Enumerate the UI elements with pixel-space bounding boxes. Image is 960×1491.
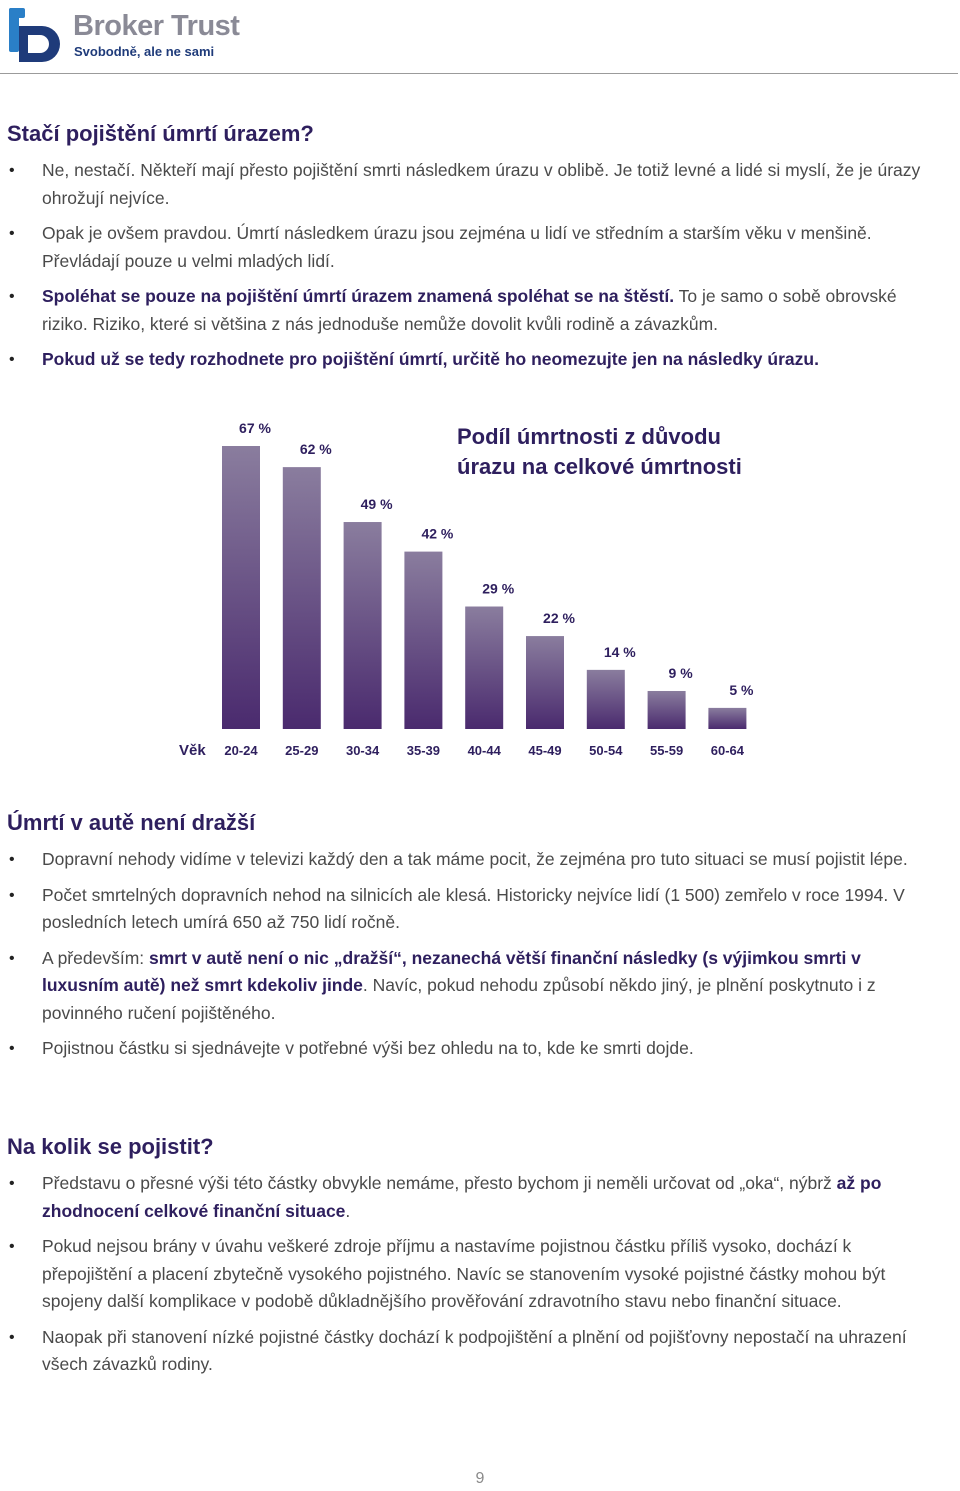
x-tick-label: 30-34 bbox=[346, 743, 380, 758]
list-item: Spoléhat se pouze na pojištění úmrtí úra… bbox=[7, 283, 937, 338]
list-item: Počet smrtelných dopravních nehod na sil… bbox=[7, 882, 937, 937]
page-number: 9 bbox=[475, 1470, 485, 1487]
bar-40-44 bbox=[465, 606, 504, 729]
bullet-list: Dopravní nehody vidíme v televizi každý … bbox=[7, 846, 937, 1063]
bar-45-49 bbox=[526, 636, 564, 729]
x-tick-label: 25-29 bbox=[285, 743, 318, 758]
x-tick-label: 50-54 bbox=[589, 743, 623, 758]
list-item: Opak je ovšem pravdou. Úmrtí následkem ú… bbox=[7, 220, 937, 275]
list-item: Ne, nestačí. Někteří mají přesto pojiště… bbox=[7, 157, 937, 212]
bar-50-54 bbox=[586, 669, 625, 729]
section-title: Na kolik se pojistit? bbox=[7, 1134, 214, 1159]
bar-value-label: 42 % bbox=[421, 526, 453, 542]
bar-30-34 bbox=[343, 522, 382, 729]
list-item: Pojistnou částku si sjednávejte v potřeb… bbox=[7, 1035, 937, 1063]
bar-value-label: 14 % bbox=[604, 644, 636, 660]
list-item: Dopravní nehody vidíme v televizi každý … bbox=[7, 846, 937, 874]
bar-value-label: 22 % bbox=[543, 610, 575, 626]
bar-value-label: 67 % bbox=[239, 420, 271, 436]
x-tick-label: 40-44 bbox=[468, 743, 502, 758]
brand-tagline: Svobodně, ale ne sami bbox=[74, 44, 215, 59]
chart-title-line-2: úrazu na celkové úmrtnosti bbox=[457, 454, 742, 479]
x-tick-label: 20-24 bbox=[224, 743, 258, 758]
bar-value-label: 5 % bbox=[729, 682, 754, 698]
bar-value-label: 29 % bbox=[482, 581, 514, 597]
x-tick-label: 45-49 bbox=[528, 743, 561, 758]
chart-title-line-1: Podíl úmrtnosti z důvodu bbox=[457, 424, 721, 449]
broker-trust-logo-icon bbox=[9, 8, 60, 62]
x-tick-label: 55-59 bbox=[650, 743, 683, 758]
bar-35-39 bbox=[404, 551, 443, 729]
bar-value-label: 62 % bbox=[300, 441, 332, 457]
bullet-list: Ne, nestačí. Někteří mají přesto pojiště… bbox=[7, 157, 937, 374]
list-item: Naopak při stanovení nízké pojistné část… bbox=[7, 1324, 937, 1379]
bar-value-label: 9 % bbox=[669, 665, 694, 681]
section-title: Stačí pojištění úmrtí úrazem? bbox=[7, 121, 314, 146]
page-header: Broker Trust Svobodně, ale ne sami bbox=[0, 0, 960, 78]
bar-25-29 bbox=[282, 467, 321, 729]
bar-value-label: 49 % bbox=[361, 496, 393, 512]
section-title: Úmrtí v autě není dražší bbox=[7, 810, 256, 835]
bar-55-59 bbox=[647, 690, 686, 729]
list-item: A především: smrt v autě není o nic „dra… bbox=[7, 945, 937, 1028]
mortality-bar-chart: 67 % 20-24 62 % 25-29 49 % 30-34 42 % 35-39 29 %… bbox=[170, 410, 770, 770]
bar-20-24 bbox=[222, 446, 260, 729]
brand-name: Broker Trust bbox=[73, 10, 240, 42]
list-item: Pokud už se tedy rozhodnete pro pojištěn… bbox=[7, 346, 937, 374]
x-tick-label: 60-64 bbox=[711, 743, 745, 758]
x-tick-label: 35-39 bbox=[407, 743, 440, 758]
bullet-list: Představu o přesné výši této částky obvy… bbox=[7, 1170, 937, 1379]
list-item: Představu o přesné výši této částky obvy… bbox=[7, 1170, 937, 1225]
header-divider bbox=[0, 73, 958, 74]
chart-svg: 67 % 20-24 62 % 25-29 49 % 30-34 42 % 35-39 29 %… bbox=[179, 420, 754, 759]
list-item: Pokud nejsou brány v úvahu veškeré zdroj… bbox=[7, 1233, 937, 1316]
x-axis-label: Věk bbox=[179, 742, 206, 759]
bar-60-64 bbox=[708, 707, 747, 729]
